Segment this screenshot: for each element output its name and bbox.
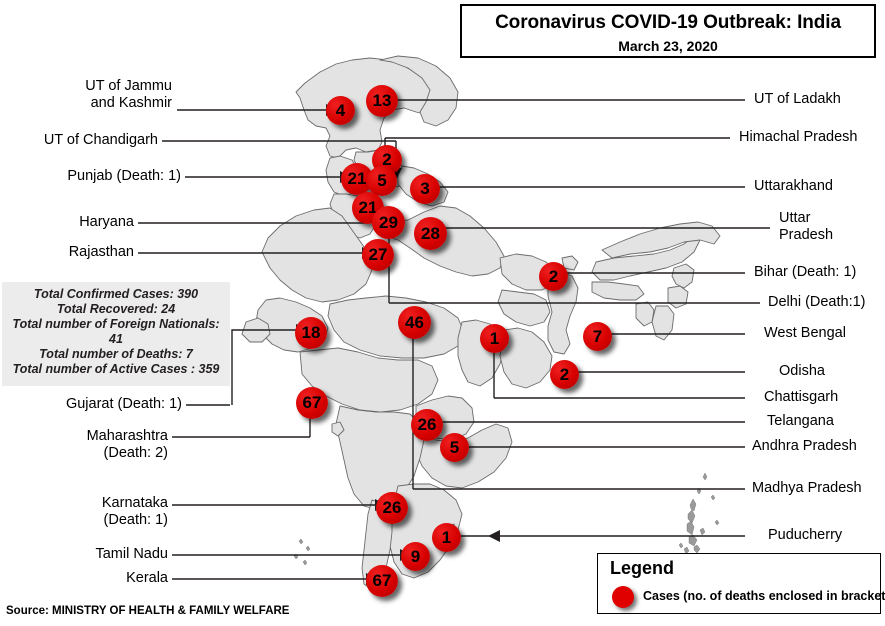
title-box: Coronavirus COVID-19 Outbreak: India Mar…: [460, 4, 876, 58]
label-uttar-pradesh: Uttar Pradesh: [779, 210, 834, 243]
label-tamil-nadu: Tamil Nadu: [95, 546, 168, 562]
stat-active-cases: Total number of Active Cases : 359: [12, 362, 220, 376]
state-goa: [331, 421, 345, 437]
marker-uttarakhand[interactable]: 3: [410, 174, 440, 204]
marker-value: 2: [382, 150, 392, 169]
state-odisha: [499, 327, 553, 389]
label-haryana: Haryana: [79, 214, 134, 230]
marker-delhi[interactable]: 29: [372, 206, 405, 239]
marker-uttar-pradesh[interactable]: 28: [414, 217, 447, 250]
marker-value: 13: [372, 91, 392, 110]
label-rajasthan: Rajasthan: [68, 244, 134, 260]
label-andhra-pradesh: Andhra Pradesh: [752, 438, 857, 454]
marker-value: 29: [379, 212, 398, 232]
legend-box: Legend Cases (no. of deaths enclosed in …: [597, 553, 885, 614]
label-gujarat: Gujarat (Death: 1): [65, 396, 182, 412]
marker-telangana[interactable]: 26: [411, 409, 443, 441]
marker-gujarat[interactable]: 18: [295, 317, 327, 349]
marker-value: 5: [449, 437, 460, 457]
state-assam: [591, 235, 701, 281]
statistics-box: Total Confirmed Cases: 390 Total Recover…: [2, 282, 230, 386]
marker-value: 28: [421, 223, 440, 243]
stat-recovered: Total Recovered: 24: [56, 302, 176, 316]
arrow-puducherry: [488, 530, 500, 542]
marker-madhya-pradesh[interactable]: 46: [398, 306, 431, 339]
label-west-bengal: West Bengal: [764, 325, 846, 341]
label-chandigarh: UT of Chandigarh: [43, 132, 158, 148]
marker-value: 9: [410, 546, 421, 566]
page-title: Coronavirus COVID-19 Outbreak: India: [495, 12, 841, 33]
label-odisha: Odisha: [779, 363, 825, 379]
leader-gujarat-bend: [231, 329, 296, 405]
label-kerala: Kerala: [126, 570, 168, 586]
stat-deaths: Total number of Deaths: 7: [39, 347, 193, 361]
marker-value: 46: [405, 312, 424, 332]
marker-value: 27: [368, 245, 388, 264]
marker-ladakh[interactable]: 13: [366, 85, 398, 117]
marker-value: 67: [302, 393, 322, 412]
marker-andhra-pradesh[interactable]: 5: [440, 433, 469, 462]
state-mizoram: [651, 305, 675, 341]
state-west-bengal: [547, 271, 579, 355]
label-delhi: Delhi (Death:1): [768, 294, 866, 310]
marker-chandigarh[interactable]: 5: [367, 166, 397, 196]
marker-rajasthan[interactable]: 27: [362, 239, 394, 271]
marker-value: 67: [372, 571, 392, 590]
source-attribution: Source: MINISTRY OF HEALTH & FAMILY WELF…: [6, 605, 290, 617]
marker-value: 1: [489, 328, 500, 348]
marker-value: 21: [358, 198, 378, 217]
label-bihar: Bihar (Death: 1): [754, 264, 857, 280]
marker-maharashtra[interactable]: 67: [296, 387, 328, 419]
marker-value: 26: [417, 415, 437, 434]
label-puducherry: Puducherry: [768, 527, 843, 543]
page-subtitle: March 23, 2020: [618, 38, 718, 54]
marker-value: 21: [347, 169, 367, 188]
label-himachal-pradesh: Himachal Pradesh: [739, 129, 858, 145]
state-meghalaya: [591, 281, 645, 301]
marker-bihar[interactable]: 2: [539, 262, 568, 291]
marker-value: 1: [441, 527, 452, 547]
label-punjab: Punjab (Death: 1): [67, 168, 181, 184]
label-maharashtra: Maharashtra (Death: 2): [86, 428, 168, 461]
marker-value: 2: [559, 364, 570, 384]
marker-puducherry[interactable]: 1: [432, 523, 461, 552]
marker-odisha[interactable]: 2: [550, 360, 579, 389]
stat-foreign-nationals: Total number of Foreign Nationals:: [12, 317, 220, 331]
marker-value: 4: [335, 100, 346, 120]
state-tripura: [635, 301, 655, 327]
marker-value: 18: [301, 323, 321, 342]
legend-case-marker-icon: [612, 586, 634, 608]
label-jammu-kashmir: UT of Jammu and Kashmir: [85, 78, 172, 111]
stat-confirmed-cases: Total Confirmed Cases: 390: [33, 287, 199, 301]
marker-chattisgarh[interactable]: 1: [480, 324, 509, 353]
label-ladakh: UT of Ladakh: [754, 91, 841, 107]
marker-value: 2: [548, 266, 559, 286]
marker-karnataka[interactable]: 26: [376, 492, 408, 524]
marker-value: 5: [377, 171, 387, 190]
marker-west-bengal[interactable]: 7: [583, 322, 612, 351]
state-ladakh-sub: [379, 55, 459, 127]
marker-value: 3: [420, 179, 430, 198]
marker-value: 7: [592, 326, 603, 346]
label-chattisgarh: Chattisgarh: [764, 389, 839, 405]
label-telangana: Telangana: [767, 413, 834, 429]
state-jharkhand: [497, 289, 551, 327]
marker-value: 26: [382, 498, 402, 517]
label-madhya-pradesh: Madhya Pradesh: [752, 480, 862, 496]
marker-tamil-nadu[interactable]: 9: [401, 542, 430, 571]
label-karnataka: Karnataka (Death: 1): [101, 495, 168, 528]
state-arunachal-pradesh: [601, 221, 721, 259]
marker-kerala[interactable]: 67: [366, 565, 398, 597]
label-uttarakhand: Uttarakhand: [754, 178, 833, 194]
legend-title: Legend: [610, 558, 675, 578]
legend-entry-label: Cases (no. of deaths enclosed in bracket…: [643, 589, 885, 603]
state-nagaland: [671, 263, 695, 289]
marker-jammu-kashmir[interactable]: 4: [326, 96, 355, 125]
stat-foreign-nationals-count: 41: [109, 332, 123, 346]
